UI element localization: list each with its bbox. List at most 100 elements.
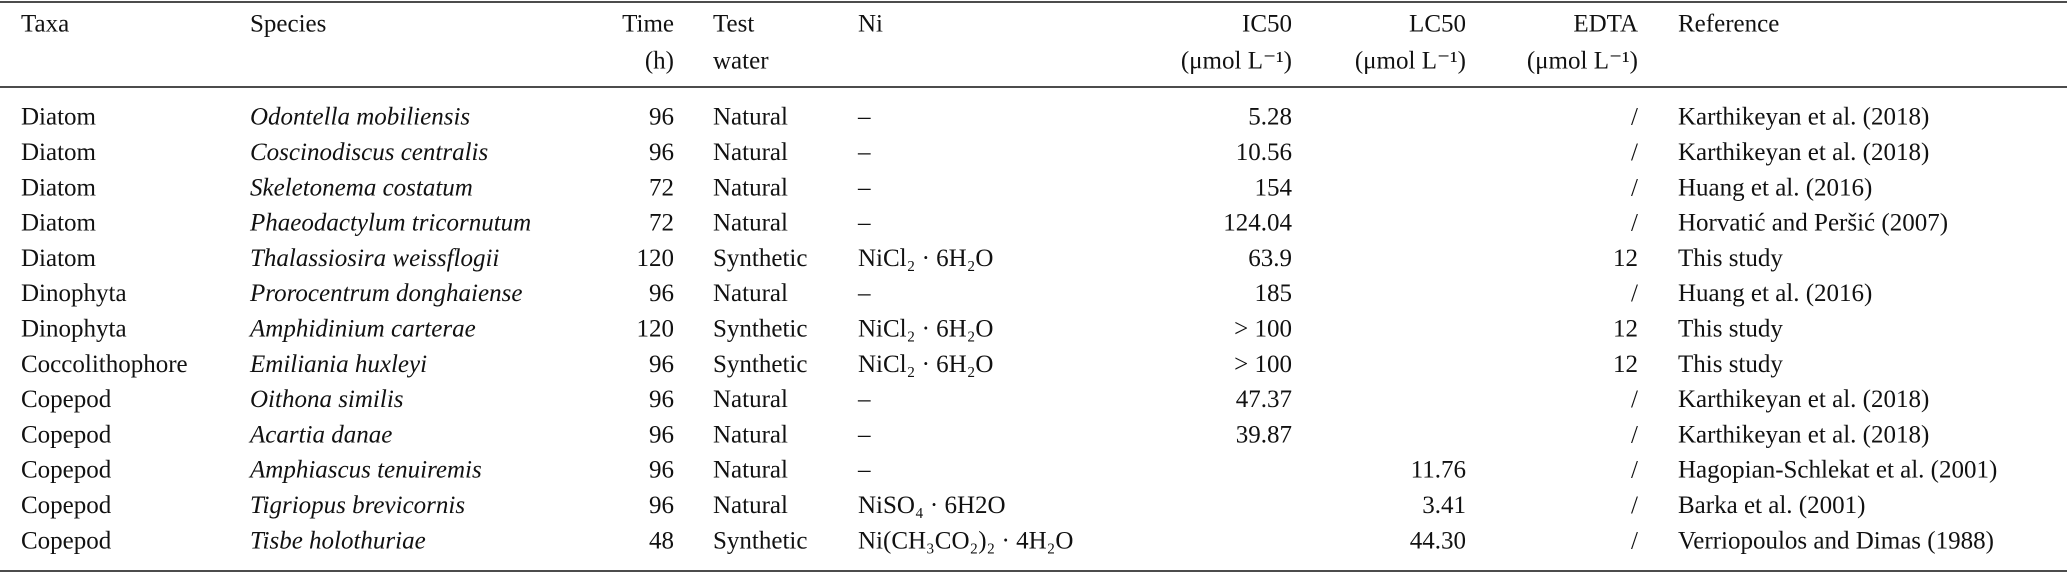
cell: 124.04 [1223,210,1292,237]
cell: / [1631,280,1638,307]
cell: Synthetic [713,245,807,272]
cell: 96 [649,280,674,307]
cell: Tisbe holothuriae [250,527,426,554]
cell: Natural [713,492,788,519]
cell: NiSO₄ · 6H2O [858,492,1006,519]
header-cell: (μmol L⁻¹) [1355,48,1466,75]
cell: Barka et al. (2001) [1678,492,1865,519]
cell: Phaeodactylum tricornutum [249,210,531,237]
cell: Thalassiosira weissflogii [250,245,499,272]
cell: 44.30 [1410,527,1466,554]
cell: Dinophyta [21,280,127,307]
cell: This study [1678,245,1783,272]
cell: 96 [649,139,674,166]
header-cell: Reference [1678,11,1779,38]
header-cell: Ni [858,11,883,38]
cell: 39.87 [1236,421,1292,448]
cell: Amphidinium carterae [248,316,476,343]
cell: Huang et al. (2016) [1678,174,1872,201]
cell: Acartia danae [248,421,392,448]
cell: Karthikeyan et al. (2018) [1678,104,1929,131]
cell: Diatom [21,174,97,201]
header-cell: IC50 [1242,11,1292,38]
cell: Amphiascus tenuiremis [248,457,482,484]
cell: Natural [713,386,788,413]
header-cell: (μmol L⁻¹) [1527,48,1638,75]
cell: / [1631,210,1638,237]
cell: Synthetic [713,316,807,343]
cell: 10.56 [1236,139,1292,166]
cell: Copepod [21,386,112,413]
cell: 47.37 [1236,386,1292,413]
cell: – [857,280,871,307]
cell: Horvatić and Peršić (2007) [1678,210,1948,237]
cell: 12 [1613,316,1638,343]
cell: 96 [649,104,674,131]
cell: – [857,174,871,201]
cell: Natural [713,457,788,484]
cell: Copepod [21,457,112,484]
header-cell: Test [713,11,754,38]
cell: Ni(CH₃CO₂)₂ · 4H₂O [858,527,1073,554]
cell: Natural [713,210,788,237]
cell: – [857,104,871,131]
cell: Skeletonema costatum [250,174,473,201]
cell: – [857,139,871,166]
cell: Karthikeyan et al. (2018) [1678,139,1929,166]
cell: 12 [1613,245,1638,272]
cell: This study [1678,316,1783,343]
cell: Synthetic [713,527,807,554]
cell: NiCl₂ · 6H₂O [858,316,994,343]
cell: Diatom [21,104,97,131]
cell: > 100 [1234,351,1292,378]
cell: Diatom [21,245,97,272]
cell: 72 [649,174,674,201]
cell: / [1631,421,1638,448]
cell: 96 [649,351,674,378]
cell: 120 [637,316,675,343]
cell: Emiliania huxleyi [249,351,427,378]
header-cell: Taxa [21,11,69,38]
cell: 96 [649,457,674,484]
cell: 63.9 [1248,245,1292,272]
cell: Hagopian-Schlekat et al. (2001) [1678,457,1997,484]
cell: 185 [1255,280,1293,307]
cell: / [1631,527,1638,554]
cell: 96 [649,386,674,413]
cell: 72 [649,210,674,237]
cell: Diatom [21,139,97,166]
header-cell: Time [622,11,674,38]
cell: Copepod [21,421,112,448]
cell: Coccolithophore [21,351,188,378]
cell: Natural [713,421,788,448]
cell: Natural [713,139,788,166]
cell: 5.28 [1248,104,1292,131]
cell: 11.76 [1411,457,1466,484]
cell: 12 [1613,351,1638,378]
cell: 154 [1255,174,1293,201]
cell: Huang et al. (2016) [1678,280,1872,307]
cell: Verriopoulos and Dimas (1988) [1678,527,1994,554]
cell: NiCl₂ · 6H₂O [858,245,994,272]
cell: / [1631,104,1638,131]
cell: 96 [649,492,674,519]
cell: 48 [649,527,674,554]
cell: Natural [713,280,788,307]
cell: / [1631,139,1638,166]
cell: Copepod [21,492,112,519]
cell: Odontella mobiliensis [250,104,470,131]
cell: 3.41 [1422,492,1466,519]
cell: / [1631,174,1638,201]
cell: – [857,386,871,413]
cell: / [1631,492,1638,519]
header-cell: (μmol L⁻¹) [1181,48,1292,75]
cell: / [1631,386,1638,413]
header-cell: Species [250,11,326,38]
cell: Synthetic [713,351,807,378]
cell: – [857,457,871,484]
header-cell: water [713,48,769,75]
cell: – [857,210,871,237]
cell: Tigriopus brevicornis [250,492,465,519]
cell: Prorocentrum donghaiense [249,280,522,307]
cell: Karthikeyan et al. (2018) [1678,421,1929,448]
